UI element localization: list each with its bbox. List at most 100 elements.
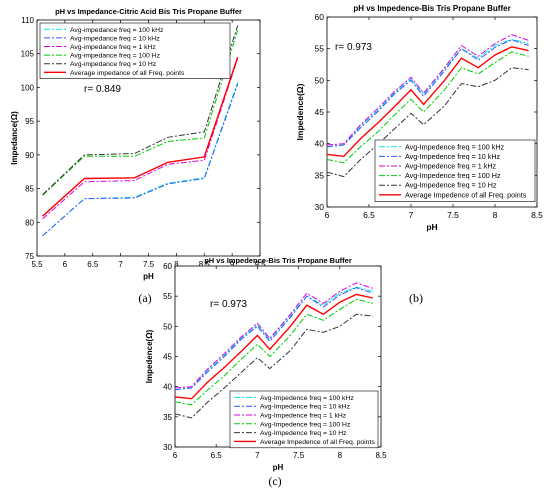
y-axis-label: Impedence(Ω) [145,329,154,383]
x-axis-label: pH [143,272,154,281]
chart-b: pH vs Impedence-Bis Tris Propane Buffer 6… [295,4,543,232]
y-tick-label: 50 [163,322,172,331]
y-tick-label: 60 [315,12,325,22]
y-tick-label: 45 [163,353,172,362]
chart-title: pH vs Impedance-Citric Acid Bis Tris Pro… [55,7,242,16]
panel-label-b: (b) [409,291,423,305]
x-tick-label: 6.5 [363,210,375,220]
y-tick-label: 35 [163,413,172,422]
legend-entry-2: Avg-impedance freq = 10 kHz [70,35,160,42]
y-tick-label: 90 [25,151,34,160]
y-tick-label: 30 [163,443,172,452]
y-tick-label: 80 [25,218,34,227]
chart-panel-b: pH vs Impedence-Bis Tris Propane Buffer 6… [285,0,550,290]
legend-entry-5: Avg-Impedence freq = 10 Hz [405,181,497,190]
x-tick-label: 8.5 [531,210,543,220]
legend-entry-1: Avg-Impedence freq = 100 kHz [405,142,505,151]
legend-entry-5: Avg-Impedence freq = 10 Hz [260,430,347,437]
y-axis-label: Impedence(Ω) [295,83,305,140]
x-tick-label: 7.5 [447,210,459,220]
legend-entry-1: Avg-impedance freq = 100 kHz [70,27,164,34]
panel-label-a: (a) [138,291,152,305]
series-line-4 [174,298,373,406]
y-tick-label: 55 [315,44,325,54]
legend-entry-6: Average Impedence of all Freq. points [405,190,527,199]
series-line-1 [174,286,373,391]
y-tick-label: 110 [21,16,34,25]
series-line-3 [326,34,529,146]
y-tick-label: 50 [315,75,325,85]
legend-entry-6: Average impedance of all Freq. points [70,70,185,77]
x-tick-label: 7 [118,260,123,269]
chart-a: pH vs Impedance-Citric Acid Bis Tris Pro… [10,7,266,281]
y-tick-label: 95 [25,117,34,126]
legend-entry-3: Avg-Impedence freq = 1 kHz [260,413,347,420]
series-line-6 [174,293,373,400]
series-line-5 [42,25,239,195]
x-tick-label: 7 [255,451,260,460]
y-tick-label: 60 [163,262,172,271]
series-line-2 [42,83,239,237]
x-tick-label: 8 [338,451,343,460]
y-tick-label: 45 [315,107,325,117]
series-line-3 [42,58,239,220]
y-axis-label: Impedance(Ω) [10,111,19,165]
y-tick-label: 40 [315,139,325,149]
x-tick-label: 7 [409,210,414,220]
legend: Avg-impedance freq = 100 kHzAvg-impedanc… [39,22,231,79]
series-line-5 [326,67,529,178]
series-line-5 [174,313,373,419]
x-tick-label: 9 [230,260,235,269]
chart-c: pH vs Impedence-Bis Tris Propane Buffer 6… [145,256,387,472]
x-tick-label: 8 [493,210,498,220]
panel-label-c: (c) [268,474,282,488]
legend-entry-6: Average Impedence of all Freq. points [260,439,375,446]
y-tick-label: 75 [25,252,34,261]
legend-box [374,139,536,202]
series-line-4 [42,29,239,196]
chart-title: pH vs Impedence-Bis Tris Propane Buffer [204,256,352,265]
x-tick-label: 8 [174,260,179,269]
y-tick-label: 85 [25,185,34,194]
x-tick-label: 6 [63,260,68,269]
legend-entry-1: Avg-Impedence freq = 100 kHz [260,395,354,402]
legend-box [39,22,231,79]
y-tick-label: 35 [315,170,325,180]
series-line-2 [174,287,373,391]
x-tick-label: 7.5 [293,451,305,460]
legend: Avg-Impedence freq = 100 kHzAvg-Impedenc… [374,139,536,202]
legend-entry-4: Avg-impedance freq = 100 Hz [70,53,161,60]
x-tick-label: 8.5 [199,260,211,269]
x-axis-label: pH [426,222,437,232]
x-tick-label: 6.5 [211,451,223,460]
y-tick-label: 30 [315,202,325,212]
legend-entry-2: Avg-Impedence freq = 10 kHz [260,404,351,411]
legend-entry-3: Avg-Impedence freq = 1 kHz [405,162,497,171]
correlation-annotation: r= 0.973 [210,299,247,310]
series-line-4 [326,51,529,164]
legend-entry-4: Avg-Impedence freq = 100 Hz [260,421,351,428]
chart-panel-a: pH vs Impedance-Citric Acid Bis Tris Pro… [0,0,275,290]
x-tick-label: 5.5 [31,260,43,269]
legend-entry-4: Avg-Impedence freq = 100 Hz [405,171,501,180]
x-tick-label: 8.5 [375,451,387,460]
series-line-6 [326,46,529,158]
legend-entry-2: Avg-Impedence freq = 10 kHz [405,152,501,161]
x-tick-label: 6 [325,210,330,220]
chart-panel-c: pH vs Impedence-Bis Tris Propane Buffer 6… [140,256,390,472]
y-tick-label: 100 [21,83,35,92]
chart-title: pH vs Impedence-Bis Tris Propane Buffer [353,4,510,13]
x-tick-label: 6.5 [87,260,99,269]
legend-entry-3: Avg-impedance freq = 1 kHz [70,44,156,51]
y-tick-label: 105 [21,50,35,59]
series-line-6 [42,56,239,217]
series-line-2 [326,39,529,148]
x-axis-label: pH [273,463,284,472]
series-line-3 [174,282,373,389]
legend-entry-5: Avg-impedance freq = 10 Hz [70,61,157,68]
series-line-1 [326,38,529,148]
x-tick-label: 6 [173,451,178,460]
y-tick-label: 55 [163,292,172,301]
correlation-annotation: r= 0.849 [84,84,121,95]
y-tick-label: 40 [163,383,172,392]
